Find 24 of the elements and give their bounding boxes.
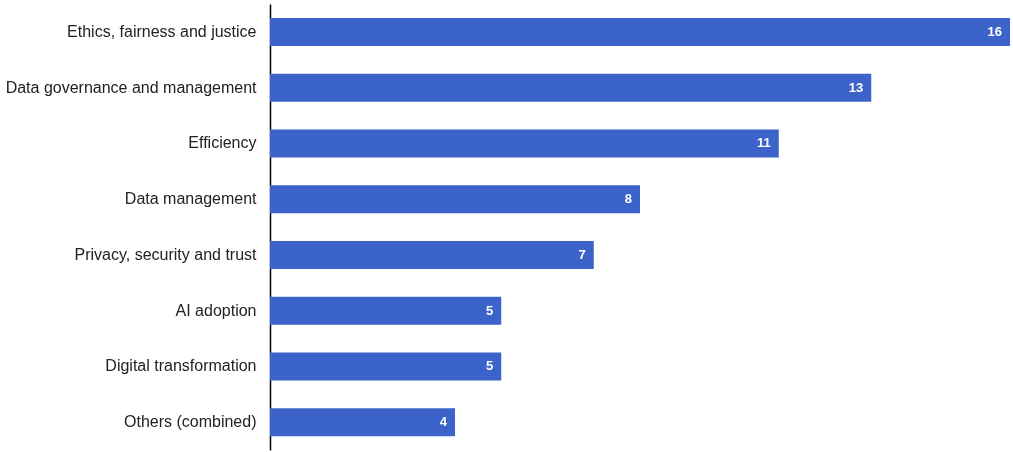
- y-tick-label: Data management: [124, 190, 258, 208]
- data-label: 5: [486, 302, 494, 318]
- bar: [270, 240, 594, 269]
- bar: [270, 352, 502, 381]
- data-label: 16: [987, 23, 1002, 39]
- y-tick-label: Efficiency: [188, 134, 257, 152]
- bar: [270, 408, 455, 437]
- bar: [270, 185, 640, 214]
- data-label: 5: [486, 358, 494, 374]
- bar: [270, 296, 502, 325]
- y-tick-label: Data governance and management: [5, 78, 258, 96]
- data-label: 11: [757, 135, 771, 151]
- bar: [270, 73, 872, 102]
- y-tick-label: Digital transformation: [105, 357, 257, 375]
- bar: [270, 129, 779, 158]
- data-label: 13: [848, 79, 864, 95]
- data-label: 4: [439, 414, 448, 430]
- bar: [270, 17, 1010, 46]
- data-label: 8: [624, 191, 632, 207]
- y-tick-label: AI adoption: [175, 301, 257, 319]
- y-tick-label: Ethics, fairness and justice: [67, 22, 257, 40]
- y-tick-label: Others (combined): [124, 413, 257, 431]
- y-tick-label: Privacy, security and trust: [74, 245, 258, 263]
- data-label: 7: [578, 246, 586, 262]
